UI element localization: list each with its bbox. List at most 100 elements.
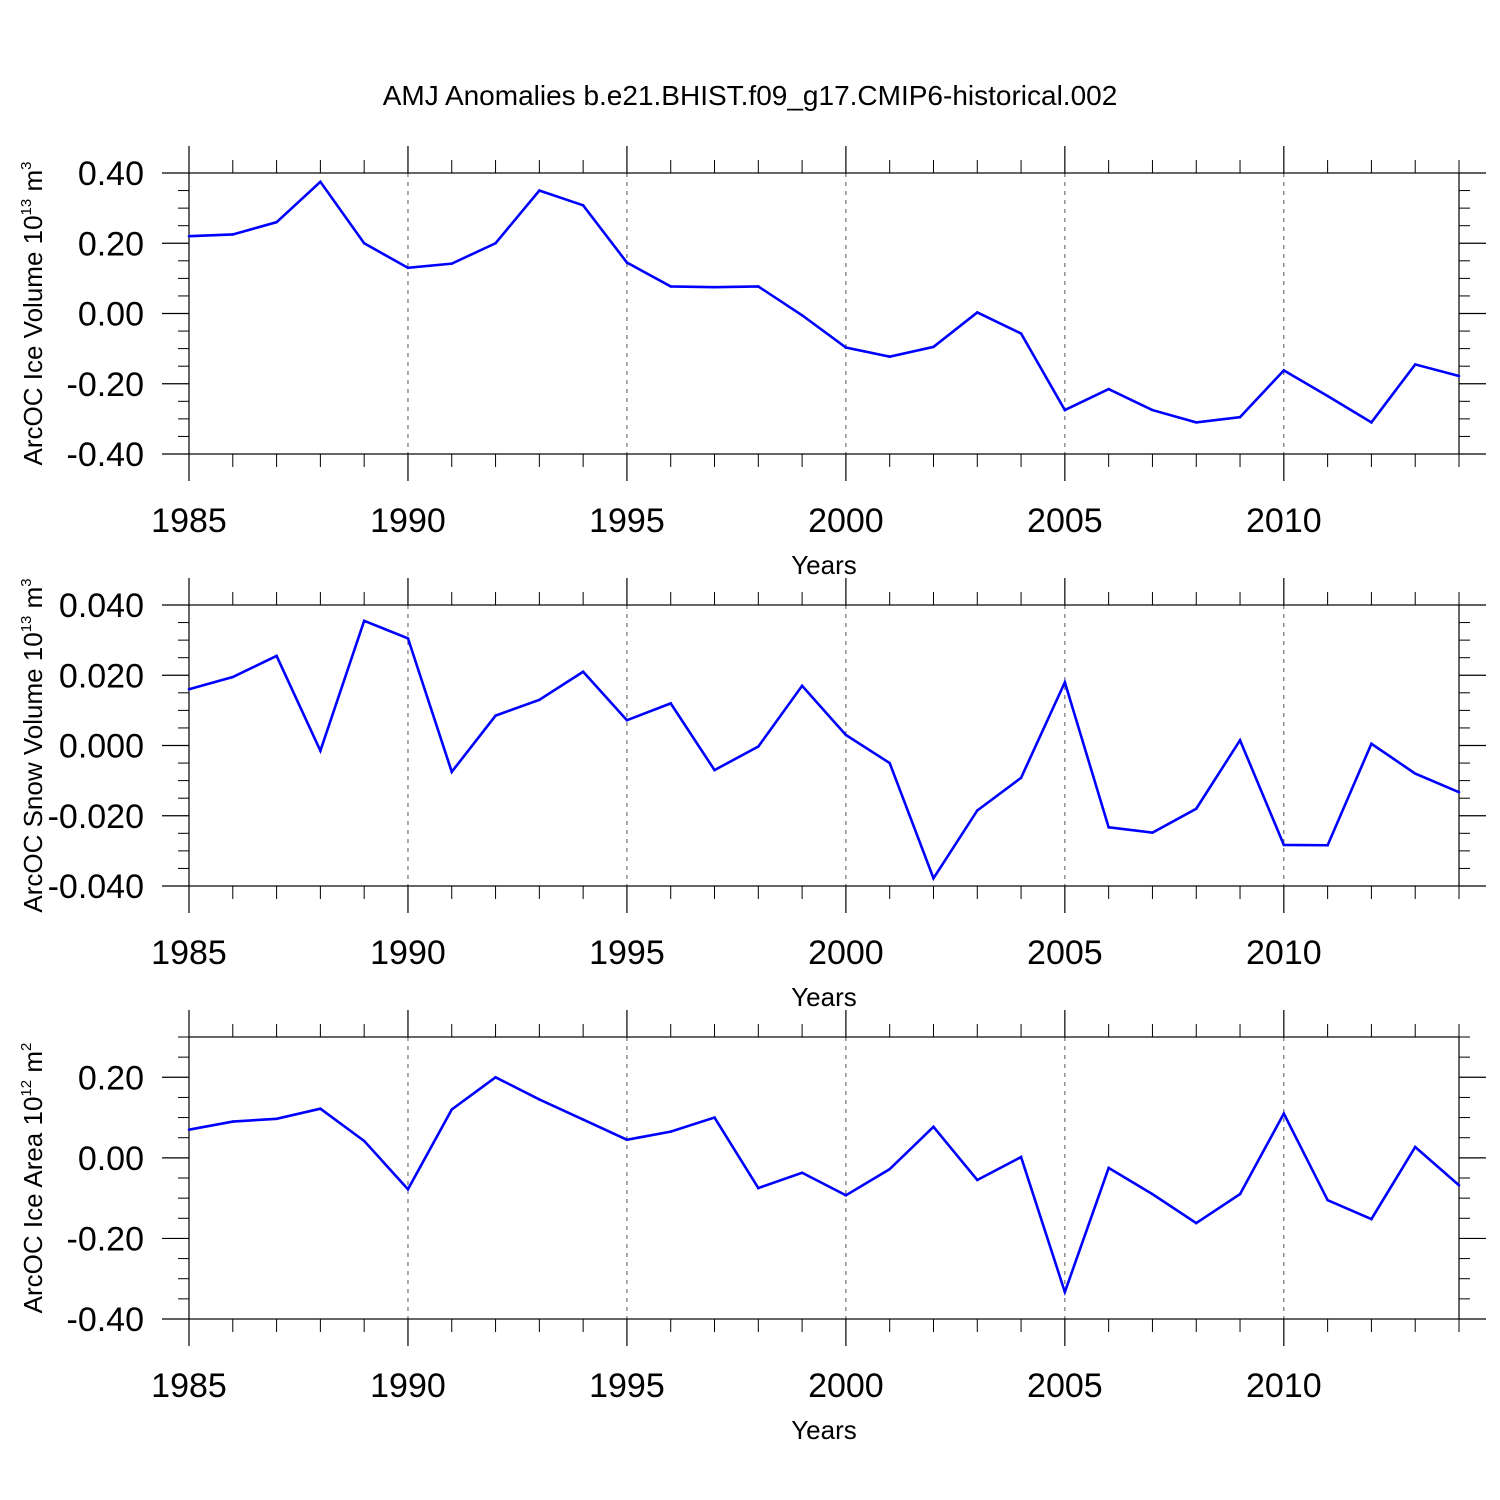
x-tick-label: 2005 xyxy=(1027,1367,1103,1405)
data-point xyxy=(844,346,848,349)
y-tick-label: 0.00 xyxy=(78,296,144,334)
data-point xyxy=(231,675,235,679)
data-point xyxy=(844,733,848,737)
data-point xyxy=(888,355,891,359)
y-axis-title-unit: m xyxy=(18,587,48,616)
y-tick-label: 0.40 xyxy=(78,155,144,193)
x-tick-label: 2005 xyxy=(1027,502,1103,540)
series-line xyxy=(188,179,1460,425)
y-axis-title-exp: 13 xyxy=(18,199,35,216)
data-point xyxy=(669,1130,673,1133)
data-point xyxy=(932,345,935,349)
data-point xyxy=(1457,374,1461,378)
y-tick-label: 0.20 xyxy=(78,1059,144,1097)
x-tick-label: 1985 xyxy=(151,502,227,540)
panel-2: 1985 1990 1995 2000 2005 2010 Years -0.040 -0.02… xyxy=(18,578,1486,1012)
x-tick-label: 2010 xyxy=(1246,934,1322,972)
data-point xyxy=(1413,363,1417,366)
data-point xyxy=(1194,1221,1198,1225)
y-axis-title-text: ArcOC Ice Area 10 xyxy=(18,1097,48,1314)
data-point xyxy=(713,1116,716,1119)
x-tick-label: 1985 xyxy=(151,934,227,972)
data-point xyxy=(1107,1166,1110,1170)
data-point xyxy=(538,189,541,192)
data-point xyxy=(932,876,935,880)
data-point xyxy=(1326,1198,1329,1202)
data-point xyxy=(713,285,716,289)
data-point xyxy=(406,1187,410,1191)
y-tick-label: -0.040 xyxy=(48,868,144,906)
data-point xyxy=(1370,421,1373,424)
x-tick-label: 1995 xyxy=(589,1367,665,1405)
data-point xyxy=(494,1075,497,1079)
y-tick-label: -0.40 xyxy=(67,436,145,474)
y-tick-label: -0.020 xyxy=(48,798,144,836)
x-tick-label: 2005 xyxy=(1027,934,1103,972)
y-tick-label: 0.000 xyxy=(59,728,144,766)
data-point xyxy=(1413,772,1417,775)
x-axis-title: Years xyxy=(791,982,857,1012)
data-point xyxy=(494,714,497,717)
data-point xyxy=(275,1117,278,1121)
data-point xyxy=(1457,1183,1461,1187)
data-point xyxy=(1019,776,1023,780)
panel-1: 1985 1990 1995 2000 2005 2010 Years -0.40 -0.20 0… xyxy=(18,146,1486,580)
chart-title: AMJ Anomalies b.e21.BHIST.f09_g17.CMIP6-… xyxy=(383,80,1118,111)
data-point xyxy=(1326,843,1329,847)
data-point xyxy=(1282,369,1286,372)
x-tick-label: 2000 xyxy=(808,934,884,972)
x-tick-label: 2010 xyxy=(1246,502,1322,540)
data-point xyxy=(800,313,804,317)
plot-frame xyxy=(188,604,1460,887)
data-point xyxy=(932,1125,935,1129)
series-line xyxy=(188,619,1460,882)
y-axis-title-unit: m xyxy=(18,1051,48,1080)
y-axis-title-text: ArcOC Ice Volume 10 xyxy=(18,215,48,465)
data-point xyxy=(1238,415,1242,419)
y-tick-label: 0.00 xyxy=(78,1140,144,1178)
data-point xyxy=(669,285,673,288)
y-tick-label: 0.040 xyxy=(59,587,144,625)
series-line xyxy=(188,1075,1460,1297)
data-point xyxy=(1194,807,1198,811)
data-point xyxy=(1107,387,1110,391)
data-point xyxy=(800,684,804,688)
data-point xyxy=(625,1138,629,1142)
data-point xyxy=(1326,394,1329,398)
y-axis-title-unit-exp: 2 xyxy=(18,1043,35,1051)
x-axis-title: Years xyxy=(791,1415,857,1445)
data-point xyxy=(581,204,585,207)
data-point xyxy=(757,1186,760,1190)
x-tick-label: 1985 xyxy=(151,1367,227,1405)
data-point xyxy=(975,1178,979,1182)
data-point xyxy=(187,1128,191,1131)
y-axis-title-unit-exp: 3 xyxy=(18,162,35,170)
data-point xyxy=(1194,421,1198,424)
y-tick-label: -0.40 xyxy=(67,1301,145,1339)
data-point xyxy=(406,266,410,270)
chart-panels: 1985 1990 1995 2000 2005 2010 Years -0.40 -0.20 0… xyxy=(18,146,1486,1445)
data-point xyxy=(581,1118,585,1121)
data-point xyxy=(1063,1290,1067,1294)
data-point xyxy=(319,749,322,753)
y-axis-title-text: ArcOC Snow Volume 10 xyxy=(18,632,48,912)
data-point xyxy=(1019,332,1023,335)
data-point xyxy=(319,180,322,184)
x-tick-label: 1990 xyxy=(370,934,446,972)
data-point xyxy=(1151,1192,1154,1196)
data-point xyxy=(1063,680,1067,684)
plot-frame xyxy=(188,172,1460,455)
x-tick-label: 1995 xyxy=(589,502,665,540)
data-point xyxy=(888,761,891,765)
data-point xyxy=(669,702,673,705)
data-point xyxy=(319,1107,322,1111)
data-point xyxy=(362,619,366,623)
x-tick-label: 2000 xyxy=(808,1367,884,1405)
y-tick-label: -0.20 xyxy=(67,1220,145,1258)
y-axis-title: ArcOC Ice Area 1012 m2 xyxy=(18,1043,48,1314)
data-point xyxy=(450,1108,454,1111)
x-tick-label: 1995 xyxy=(589,934,665,972)
x-tick-label: 2010 xyxy=(1246,1367,1322,1405)
data-point xyxy=(187,688,191,691)
data-point xyxy=(231,1120,235,1123)
